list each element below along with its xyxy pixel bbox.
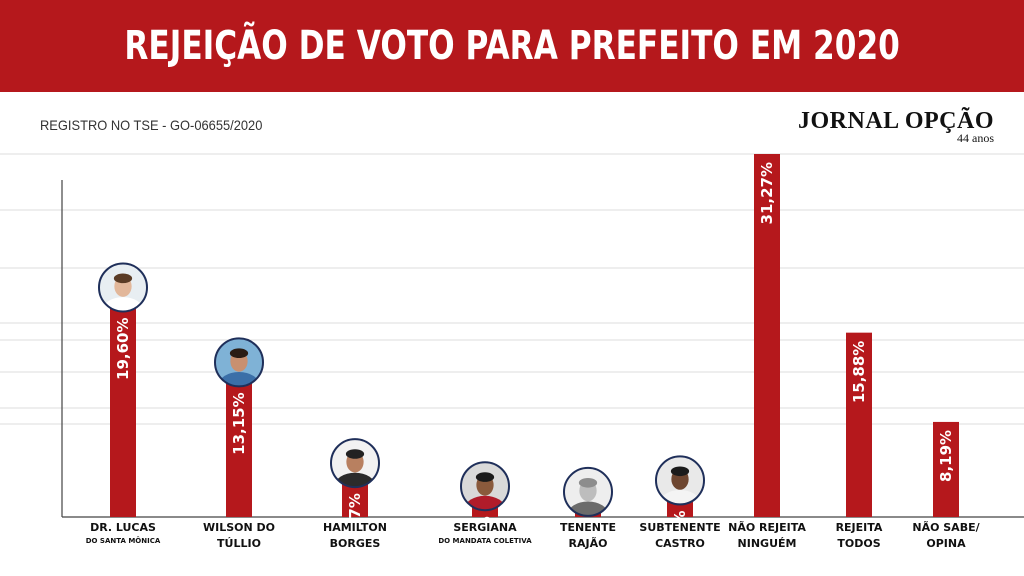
- avatar-subtenente-castro-icon: [655, 455, 705, 506]
- bar: [846, 332, 872, 517]
- tick-label: OPINA: [926, 537, 966, 550]
- tick-label: NÃO SABE/: [912, 521, 980, 534]
- avatar-hamilton-icon: [330, 438, 380, 489]
- tick-label: RAJÃO: [569, 537, 608, 550]
- bar-group: 1,99%TENENTE RAJÃO: [560, 466, 616, 574]
- bar: [933, 421, 959, 517]
- data-label: 19,60%: [114, 317, 132, 379]
- data-label: 13,15%: [230, 392, 248, 454]
- bar-group: 19,60% DR. LUCAS DO SANTA MÔNICA: [86, 262, 161, 545]
- tick-label: TÚLLIO: [217, 537, 261, 550]
- chart-title: REJEIÇÃO DE VOTO PARA PREFEITO EM 2020: [124, 23, 900, 69]
- data-label: 15,88%: [850, 341, 868, 403]
- bar-group: 8,19% NÃO SABE/OPINA: [912, 421, 981, 550]
- tick-label: CASTRO: [655, 537, 705, 550]
- tick-label: REJEITA: [836, 521, 883, 534]
- brand-logo: JORNAL OPÇÃO 44 anos: [798, 108, 994, 146]
- tick-label: DO MANDATA COLETIVA: [438, 537, 532, 545]
- bar-group: 15,88% REJEITA TODOS: [836, 332, 883, 550]
- bar-group: 2,98%SUBTENENTE CASTRO: [639, 455, 721, 562]
- bar-group: 4,47%HAMILTON BORGES: [323, 438, 387, 550]
- bar: [110, 289, 136, 517]
- tick-label: TENENTE: [560, 521, 616, 534]
- data-label: 2,48%: [476, 516, 494, 568]
- tick-label: DO SANTA MÔNICA: [86, 536, 161, 545]
- brand-subtitle: 44 anos: [957, 131, 994, 145]
- tick-label: SUBTENENTE: [639, 521, 720, 534]
- tick-label: WILSON DO: [203, 521, 275, 534]
- tick-label: DR. LUCAS: [90, 521, 156, 534]
- registro-tse: REGISTRO NO TSE - GO-06655/2020: [40, 117, 263, 133]
- tick-label: BORGES: [330, 537, 381, 550]
- avatar-sergiana-icon: [460, 461, 510, 512]
- data-label: 1,99%: [579, 522, 597, 574]
- avatar-tenente-rajao-icon: [563, 466, 613, 517]
- data-label: 2,98%: [671, 510, 689, 562]
- tick-label: NÃO REJEITA: [728, 521, 806, 534]
- bar: [226, 364, 252, 517]
- tick-label: NINGUÉM: [738, 537, 797, 550]
- tick-label: HAMILTON: [323, 521, 387, 534]
- avatar-wilson-icon: [214, 337, 264, 388]
- bar-group: 31,27% NÃO REJEITA NINGUÉM: [728, 154, 806, 550]
- data-label: 31,27%: [758, 162, 776, 224]
- avatar-dr-lucas-icon: [98, 262, 148, 313]
- header-banner: REJEIÇÃO DE VOTO PARA PREFEITO EM 2020: [0, 0, 1024, 92]
- tick-label: TODOS: [837, 537, 880, 550]
- bar: [754, 154, 780, 517]
- data-label: 4,47%: [346, 493, 364, 545]
- data-label: 8,19%: [937, 430, 955, 482]
- bar-group: 13,15% WILSON DO TÚLLIO: [203, 337, 275, 550]
- tick-label: SERGIANA: [453, 521, 517, 534]
- bar-group: 2,48%SERGIANA DO MANDATA COLETIVA: [438, 461, 532, 568]
- brand-name: JORNAL OPÇÃO: [797, 108, 994, 134]
